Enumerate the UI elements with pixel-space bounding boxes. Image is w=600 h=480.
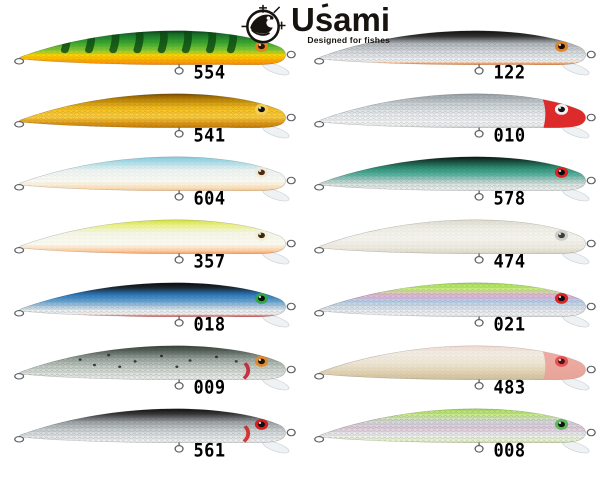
lure-item-010: 010 [312, 85, 600, 147]
lure-image [14, 408, 296, 454]
lure-code: 021 [493, 314, 526, 336]
lure-code: 541 [193, 125, 226, 147]
lure-image [14, 93, 296, 139]
lure-item-541: 541 [12, 85, 300, 147]
lure-code: 010 [493, 125, 526, 147]
lure-item-018: 018 [12, 274, 300, 336]
lure-code: 018 [193, 314, 226, 336]
lure-code: 554 [193, 62, 226, 84]
brand-name: Usami [291, 1, 391, 38]
lure-code: 008 [493, 440, 526, 462]
lure-code: 483 [493, 377, 526, 399]
lure-item-009: 009 [12, 337, 300, 399]
lure-item-008: 008 [312, 400, 600, 462]
lure-image [314, 345, 596, 391]
lure-image [14, 345, 296, 391]
lure-image [14, 282, 296, 328]
lure-item-474: 474 [312, 211, 600, 273]
brand-wordmark: Usami Designed for fishes [291, 1, 391, 45]
lure-image [314, 282, 596, 328]
lure-code: 604 [193, 188, 226, 210]
brand-logo: Usami Designed for fishes [236, 1, 390, 48]
lure-image [14, 219, 296, 265]
lure-image [14, 30, 296, 76]
lure-item-604: 604 [12, 148, 300, 210]
lure-item-021: 021 [312, 274, 600, 336]
brand-tagline: Designed for fishes [307, 35, 391, 45]
lure-item-483: 483 [312, 337, 600, 399]
lure-code: 122 [493, 62, 526, 84]
lure-item-554: 554 [12, 22, 300, 84]
fish-scope-icon [241, 4, 286, 44]
lure-code: 009 [193, 377, 226, 399]
lure-image [14, 156, 296, 202]
lure-image [314, 219, 596, 265]
lure-item-578: 578 [312, 148, 600, 210]
lure-item-357: 357 [12, 211, 300, 273]
lure-code: 474 [493, 251, 526, 273]
lure-image [314, 156, 596, 202]
lure-code: 578 [493, 188, 526, 210]
lure-item-561: 561 [12, 400, 300, 462]
lure-image [314, 93, 596, 139]
lure-code: 561 [193, 440, 226, 462]
lure-image [314, 408, 596, 454]
lure-code: 357 [193, 251, 226, 273]
